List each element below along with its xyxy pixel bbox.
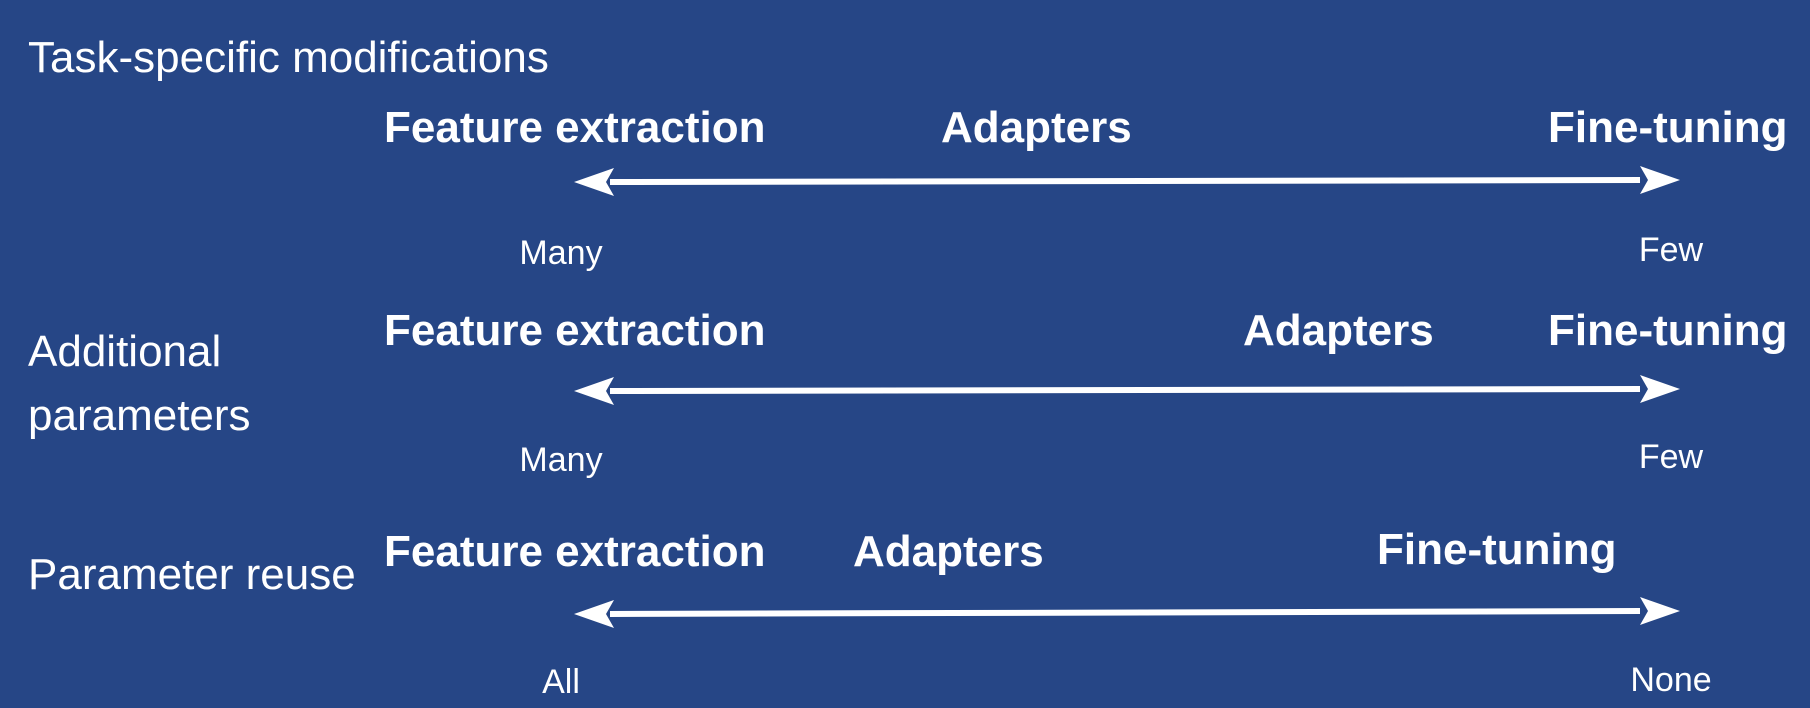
term-feature-extraction: Feature extraction	[384, 527, 766, 576]
scale-left-label: Many	[519, 234, 603, 272]
scale-right-label: None	[1630, 661, 1712, 699]
row-label-parameter-reuse: Parameter reuse	[28, 550, 356, 599]
row-label-task-specific-modifications: Task-specific modifications	[28, 33, 549, 82]
term-fine-tuning: Fine-tuning	[1548, 306, 1788, 355]
term-fine-tuning: Fine-tuning	[1377, 525, 1617, 574]
scale-right-label: Few	[1638, 231, 1704, 269]
row-label-text: Additional parameters	[28, 327, 251, 440]
row-label-additional-parameters: Additional parameters	[28, 320, 288, 448]
term-feature-extraction: Feature extraction	[384, 103, 766, 152]
term-fine-tuning: Fine-tuning	[1548, 103, 1788, 152]
double-arrow-row-1	[574, 166, 1680, 196]
term-adapters: Adapters	[1243, 306, 1434, 355]
double-arrow-row-3	[574, 597, 1680, 628]
term-adapters: Adapters	[853, 527, 1044, 576]
double-arrow-row-2	[574, 375, 1680, 405]
scale-left-label: All	[542, 663, 580, 701]
scale-right-label: Few	[1638, 438, 1704, 476]
term-feature-extraction: Feature extraction	[384, 306, 766, 355]
scale-left-label: Many	[519, 441, 603, 479]
term-adapters: Adapters	[941, 103, 1132, 152]
